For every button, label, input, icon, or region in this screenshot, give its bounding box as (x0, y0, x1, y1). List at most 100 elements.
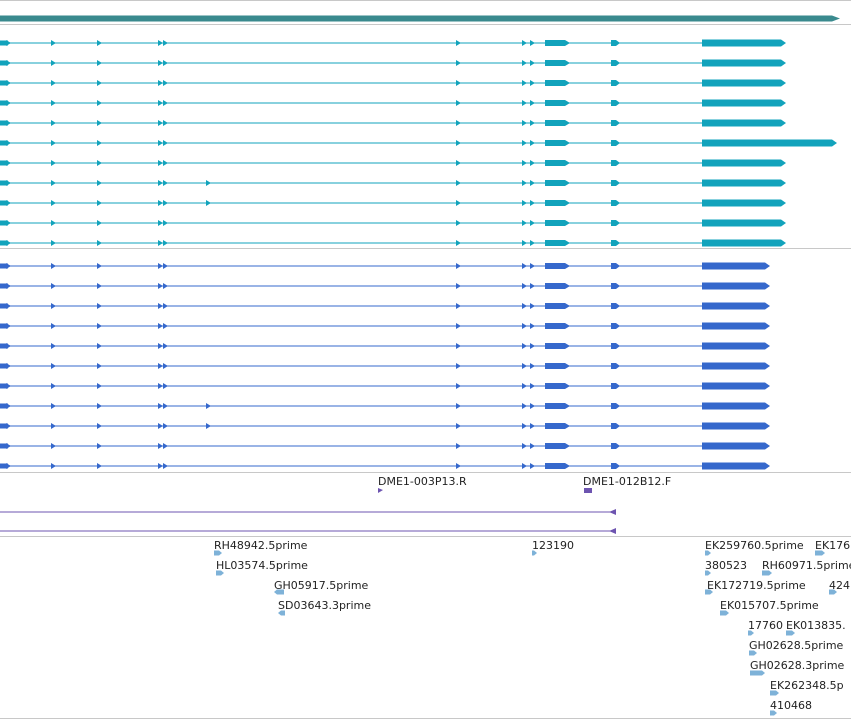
exon (611, 200, 620, 206)
strand-arrow (522, 403, 527, 409)
transcript-row[interactable] (0, 442, 770, 450)
strand-arrow (530, 80, 535, 86)
strand-arrow (51, 180, 56, 186)
transcript-row[interactable] (0, 422, 770, 430)
transcript-row[interactable] (0, 59, 786, 67)
exon (702, 159, 786, 167)
strand-arrow (522, 40, 527, 46)
transcript-row[interactable] (0, 402, 770, 410)
transcript-row[interactable] (0, 39, 786, 47)
strand-arrow (163, 283, 168, 289)
est-feature[interactable]: EK013835. (786, 619, 846, 636)
strand-arrow (97, 423, 102, 429)
strand-arrow (158, 283, 163, 289)
exon (545, 60, 570, 66)
strand-arrow (456, 160, 461, 166)
transcript-row[interactable] (0, 139, 837, 147)
strand-arrow (51, 80, 56, 86)
est-feature[interactable]: 17760 (748, 619, 783, 636)
strand-arrow (6, 363, 11, 369)
transcript-row[interactable] (0, 159, 786, 167)
est-marker (750, 670, 765, 676)
transcript-row[interactable] (0, 262, 770, 270)
est-feature[interactable]: 410468 (770, 699, 812, 716)
strand-arrow (163, 403, 168, 409)
est-feature[interactable]: EK262348.5p (770, 679, 844, 696)
strand-arrow (206, 423, 211, 429)
est-label: EK259760.5prime (705, 539, 804, 552)
est-feature[interactable]: EK176 (815, 539, 850, 556)
strand-arrow (530, 383, 535, 389)
exon (702, 139, 837, 147)
est-feature[interactable]: GH02628.3prime (750, 659, 845, 676)
est-feature[interactable]: GH05917.5prime (274, 579, 369, 595)
transcript-row[interactable] (0, 342, 770, 350)
transcript-row[interactable] (0, 462, 770, 470)
strand-arrow (97, 220, 102, 226)
exon (611, 403, 620, 409)
strand-arrow (456, 40, 461, 46)
oligo-feature[interactable] (584, 488, 592, 493)
est-feature[interactable]: EK172719.5prime (705, 579, 806, 595)
transcript-row[interactable] (0, 302, 770, 310)
strand-arrow (530, 160, 535, 166)
est-feature[interactable]: 123190 (532, 539, 574, 556)
exon (545, 140, 570, 146)
strand-arrow (51, 343, 56, 349)
transcript-row[interactable] (0, 199, 786, 207)
exon (611, 443, 620, 449)
strand-arrow (51, 463, 56, 469)
transcript-row[interactable] (0, 239, 786, 247)
transcript-row[interactable] (0, 79, 786, 87)
strand-arrow (530, 303, 535, 309)
strand-arrow (163, 60, 168, 66)
est-feature[interactable]: GH02628.5prime (749, 639, 844, 656)
est-label: SD03643.3prime (278, 599, 371, 612)
strand-arrow (456, 140, 461, 146)
strand-arrow (456, 80, 461, 86)
transcript-row[interactable] (0, 322, 770, 330)
strand-arrow (530, 423, 535, 429)
oligo-track: DME1-003P13.R DME1-012B12.F (0, 475, 671, 534)
est-feature[interactable]: 380523 (705, 559, 747, 576)
gene-feature[interactable] (0, 15, 832, 22)
est-feature[interactable]: 424 (829, 579, 850, 595)
transcript-row[interactable] (0, 282, 770, 290)
exon (611, 180, 620, 186)
strand-arrow (522, 363, 527, 369)
est-feature[interactable]: RH60971.5prime (762, 559, 851, 576)
est-feature[interactable]: RH48942.5prime (214, 539, 308, 556)
est-feature[interactable]: EK015707.5prime (720, 599, 819, 616)
strand-arrow (522, 240, 527, 246)
transcript-row[interactable] (0, 362, 770, 370)
est-feature[interactable]: HL03574.5prime (216, 559, 308, 576)
est-label: HL03574.5prime (216, 559, 308, 572)
exon (545, 220, 570, 226)
strand-arrow (163, 140, 168, 146)
strand-arrow (6, 60, 11, 66)
strand-arrow (163, 263, 168, 269)
transcript-row[interactable] (0, 382, 770, 390)
oligo-label: DME1-012B12.F (583, 475, 671, 488)
strand-arrow (530, 180, 535, 186)
transcript-row[interactable] (0, 219, 786, 227)
oligo-feature[interactable] (378, 488, 383, 493)
strand-arrow (522, 323, 527, 329)
transcript-row[interactable] (0, 179, 786, 187)
exon (545, 263, 570, 269)
exon (611, 40, 620, 46)
gene-strand-arrow (832, 15, 840, 22)
exon (702, 59, 786, 67)
est-feature[interactable]: EK259760.5prime (705, 539, 804, 556)
est-marker (705, 550, 711, 556)
strand-arrow (6, 423, 11, 429)
transcript-row[interactable] (0, 99, 786, 107)
strand-arrow (206, 200, 211, 206)
strand-arrow (163, 363, 168, 369)
strand-arrow (6, 220, 11, 226)
transcript-row[interactable] (0, 119, 786, 127)
est-feature[interactable]: SD03643.3prime (278, 599, 371, 616)
strand-arrow (163, 40, 168, 46)
